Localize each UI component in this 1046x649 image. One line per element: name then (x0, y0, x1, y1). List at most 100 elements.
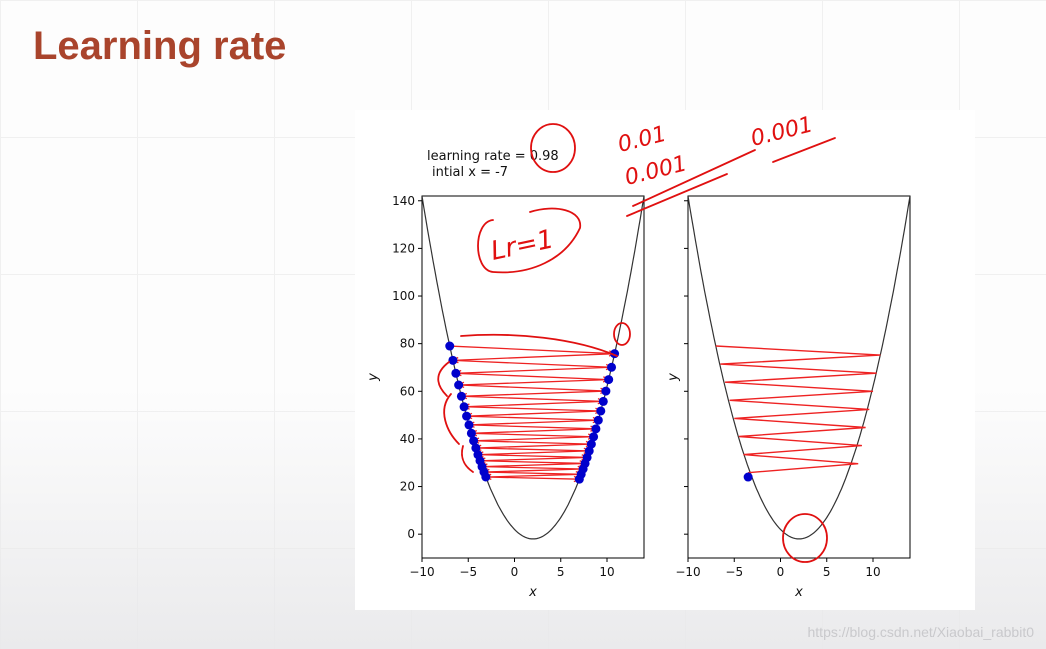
circle-around-lr-value (530, 123, 576, 173)
right-y-axis-label: y (666, 373, 681, 382)
left-x-tick-label: −10 (409, 565, 434, 579)
step-arrow (461, 395, 604, 403)
left-y-tick-label: 0 (407, 527, 415, 541)
step-arrow (485, 476, 580, 480)
right-x-tick-label: −10 (675, 565, 700, 579)
step-arrow (468, 424, 596, 430)
figure-svg: learning rate = 0.98 intial x = -7 −10 −5… (366, 112, 911, 600)
step-arrow (477, 453, 588, 459)
gradient-point (607, 362, 617, 372)
step-arrow (455, 366, 612, 374)
left-x-axis-label: x (528, 585, 537, 600)
step-arrow (461, 390, 606, 397)
step-arrow (473, 436, 594, 442)
arrow-stroke-1 (460, 333, 618, 357)
figure: learning rate = 0.98 intial x = -7 −10 −5… (355, 110, 975, 610)
gradient-point (451, 368, 461, 378)
gradient-point (589, 432, 599, 442)
right-zigzag-path (715, 345, 881, 474)
circle-around-minimum (782, 513, 828, 563)
handwritten-annotations (437, 123, 836, 563)
gradient-point (464, 420, 474, 430)
watermark: https://blog.csdn.net/Xiaobai_rabbit0 (807, 624, 1035, 640)
gradient-point (454, 380, 464, 390)
step-arrow (479, 456, 588, 462)
arrow-stroke-4 (461, 445, 474, 473)
step-arrow (455, 372, 609, 381)
step-arrow (464, 406, 601, 412)
step-arrow (479, 460, 586, 465)
gradient-point (596, 406, 606, 416)
circle-right-start (613, 322, 631, 346)
left-x-tick-label: 0 (511, 565, 519, 579)
step-arrow (458, 378, 609, 386)
gradient-point (601, 386, 611, 396)
left-x-tick-label: 10 (599, 565, 614, 579)
right-x-tick-label: 5 (823, 565, 831, 579)
initial-x-label: intial x = -7 (432, 165, 508, 180)
step-arrow (483, 468, 584, 473)
gradient-point (593, 415, 603, 425)
handwritten-0-001-b: 0.001 (748, 112, 815, 151)
step-arrow (475, 443, 592, 449)
step-arrow (464, 400, 604, 408)
step-arrow (482, 462, 586, 468)
gradient-point (456, 391, 466, 401)
gradient-point (481, 472, 491, 482)
crossout-lines (626, 149, 756, 217)
right-axes-frame (687, 195, 911, 559)
learning-rate-label: learning rate = 0.98 (427, 149, 559, 164)
left-x-tick-label: 5 (557, 565, 565, 579)
left-y-tick-label: 20 (400, 480, 415, 494)
gradient-point (591, 424, 601, 434)
underline-0.001 (772, 137, 836, 163)
step-arrow (449, 345, 615, 355)
right-x-tick-label: −5 (725, 565, 743, 579)
left-y-tick-label: 80 (400, 337, 415, 351)
step-arrow (471, 432, 594, 438)
step-arrow (466, 415, 599, 421)
step-arrow (473, 440, 592, 445)
left-y-tick-label: 40 (400, 432, 415, 446)
right-x-axis-label: x (794, 585, 803, 600)
handwritten-0-01: 0.01 (615, 122, 669, 158)
step-arrow (477, 450, 590, 456)
gradient-point (469, 436, 479, 446)
right-x-tick-label: 0 (777, 565, 785, 579)
left-y-tick-label: 100 (392, 289, 415, 303)
gradient-point (604, 375, 614, 385)
lr-circle-scribble (477, 207, 581, 274)
step-arrow (475, 447, 590, 452)
left-y-tick-label: 140 (392, 194, 415, 208)
gradient-point (586, 439, 596, 449)
gradient-point (459, 402, 469, 412)
gradient-point (466, 428, 476, 438)
right-final-point (743, 472, 753, 482)
step-arrow (458, 384, 606, 392)
slide-title: Learning rate (33, 24, 287, 68)
step-arrow (452, 359, 612, 368)
gradient-point (462, 411, 472, 421)
step-arrow (468, 419, 599, 426)
gradient-point (445, 341, 455, 351)
right-subplot: −10 −5 0 5 10 x y (666, 195, 911, 600)
right-tick-group: −10 −5 0 5 10 (675, 200, 881, 579)
gradient-point (574, 474, 584, 484)
arrow-stroke-2 (437, 361, 450, 397)
step-arrow (466, 410, 601, 417)
step-arrow (452, 353, 615, 361)
left-y-axis-label: y (366, 373, 381, 382)
step-arrow (483, 471, 582, 475)
left-x-tick-label: −5 (459, 565, 477, 579)
left-y-tick-label: 120 (392, 241, 415, 255)
right-x-tick-label: 10 (865, 565, 880, 579)
step-arrow (471, 428, 596, 434)
right-parabola-curve (688, 196, 910, 540)
step-arrow (485, 473, 582, 478)
gradient-point (448, 355, 458, 365)
left-y-tick-label: 60 (400, 384, 415, 398)
left-gradient-points (445, 341, 620, 484)
step-arrow (482, 465, 584, 470)
